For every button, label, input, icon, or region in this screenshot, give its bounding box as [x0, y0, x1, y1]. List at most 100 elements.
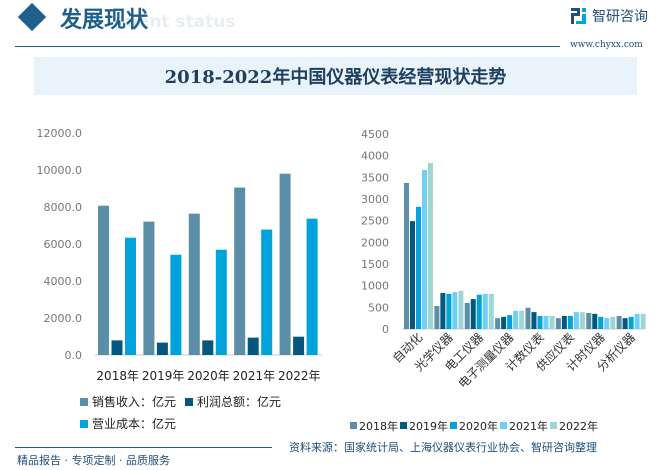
bar-3-2	[482, 293, 488, 329]
y-tick-label: 500	[368, 301, 389, 314]
logo-icon	[571, 8, 586, 24]
bar-0-2	[464, 303, 470, 329]
bar-3-3	[513, 310, 519, 329]
legend-label: 2021年	[509, 419, 548, 433]
bar-4-0	[428, 163, 433, 329]
logo: 智研咨询	[570, 6, 648, 26]
bar-3-1	[452, 292, 458, 329]
bar-2-4	[306, 218, 318, 355]
bar-2-4	[537, 316, 543, 329]
bar-2-6	[598, 316, 604, 329]
bar-1-0	[111, 340, 123, 355]
bar-1-5	[561, 316, 567, 329]
bar-1-0	[410, 221, 415, 329]
bar-0-0	[404, 182, 409, 329]
bar-1-7	[622, 318, 628, 329]
bar-2-1	[446, 293, 452, 329]
bar-2-7	[628, 316, 634, 329]
bar-0-3	[234, 187, 246, 355]
y-tick-label: 1000	[361, 280, 389, 293]
y-tick-label: 3500	[361, 171, 389, 184]
bar-2-2	[476, 294, 482, 329]
bar-4-5	[579, 312, 585, 329]
y-tick-label: 0	[382, 323, 389, 336]
bar-1-4	[531, 312, 537, 329]
bar-3-0	[422, 169, 427, 329]
title-banner: 2018-2022年中国仪器仪表经营现状走势	[34, 57, 637, 95]
bar-1-3	[247, 337, 259, 355]
y-tick-label: 4500	[361, 128, 389, 141]
y-tick-label: 0.0	[65, 349, 83, 362]
website-url: www.chyxx.com	[570, 40, 643, 50]
bar-0-7	[616, 316, 622, 329]
bar-2-3	[507, 315, 513, 329]
x-tick-label: 2021年	[233, 369, 276, 383]
legend-swatch	[350, 422, 357, 429]
bar-1-2	[470, 299, 476, 329]
y-tick-label: 1500	[361, 258, 389, 271]
bar-1-4	[293, 336, 305, 355]
x-tick-label: 2020年	[187, 369, 230, 383]
y-tick-label: 10000.0	[37, 164, 83, 177]
y-tick-label: 2500	[361, 215, 389, 228]
left-bar-chart: 0.0 2000.0 4000.0 6000.0 8000.0 10000.0 12000.…	[37, 127, 322, 431]
bar-4-4	[549, 316, 555, 329]
y-tick-label: 8000.0	[44, 201, 83, 214]
bar-2-1	[170, 254, 182, 355]
bar-2-5	[567, 316, 573, 329]
bar-3-4	[543, 316, 549, 329]
bar-4-6	[610, 316, 616, 329]
footer-divider	[15, 447, 272, 448]
y-tick-label: 2000.0	[44, 312, 83, 325]
legend-label: 销售收入：亿元	[92, 394, 176, 409]
legend-swatch	[500, 422, 507, 429]
bar-4-7	[640, 313, 646, 329]
bar-0-4	[279, 173, 291, 355]
y-tick-label: 4000	[361, 150, 389, 163]
diamond-icon	[17, 2, 47, 32]
bar-0-2	[188, 213, 200, 355]
legend-swatch	[400, 422, 407, 429]
bar-3-7	[634, 313, 640, 329]
bar-0-3	[495, 318, 501, 329]
legend-swatch	[450, 422, 457, 429]
bar-4-3	[519, 310, 525, 329]
legend-label: 利润总额：亿元	[197, 394, 281, 409]
bar-1-2	[202, 340, 214, 355]
legend-label: 2018年	[359, 419, 398, 433]
legend-label: 2020年	[459, 419, 498, 433]
bar-4-1	[458, 290, 464, 329]
y-tick-label: 2000	[361, 236, 389, 249]
section-ghost-text: ment status	[120, 12, 236, 32]
bar-2-0	[125, 237, 136, 355]
bar-1-6	[592, 313, 598, 329]
section-title: 发展现状	[60, 8, 149, 33]
bar-3-5	[573, 312, 579, 329]
legend-swatch	[80, 398, 88, 406]
legend-label: 2022年	[559, 419, 598, 433]
bar-1-1	[440, 293, 446, 329]
bar-1-1	[156, 342, 168, 355]
x-tick-label: 2018年	[96, 369, 139, 383]
header-divider	[15, 46, 560, 47]
legend-swatch	[185, 398, 193, 406]
bar-0-1	[143, 221, 155, 355]
footer-slogan: 精品报告 · 专项定制 · 品质服务	[17, 454, 170, 467]
chart-title: 2018-2022年中国仪器仪表经营现状走势	[164, 67, 507, 88]
bar-2-0	[416, 206, 421, 329]
legend-swatch	[80, 420, 88, 428]
source-note: 资料来源：国家统计局、上海仪器仪表行业协会、智研咨询整理	[289, 441, 597, 454]
y-tick-label: 4000.0	[44, 275, 83, 288]
legend-label: 营业成本：亿元	[92, 416, 176, 431]
y-tick-label: 3000	[361, 193, 389, 206]
y-tick-label: 12000.0	[37, 127, 83, 140]
bar-0-4	[525, 307, 531, 329]
right-bar-chart: 050010001500200025003000350040004500自动化光…	[350, 128, 646, 433]
bar-4-2	[488, 293, 494, 329]
bar-2-3	[261, 229, 273, 355]
bar-0-5	[555, 318, 561, 329]
x-tick-label: 2019年	[142, 369, 185, 383]
bar-0-6	[586, 312, 592, 329]
y-tick-label: 6000.0	[44, 238, 83, 251]
bar-0-1	[434, 306, 440, 329]
